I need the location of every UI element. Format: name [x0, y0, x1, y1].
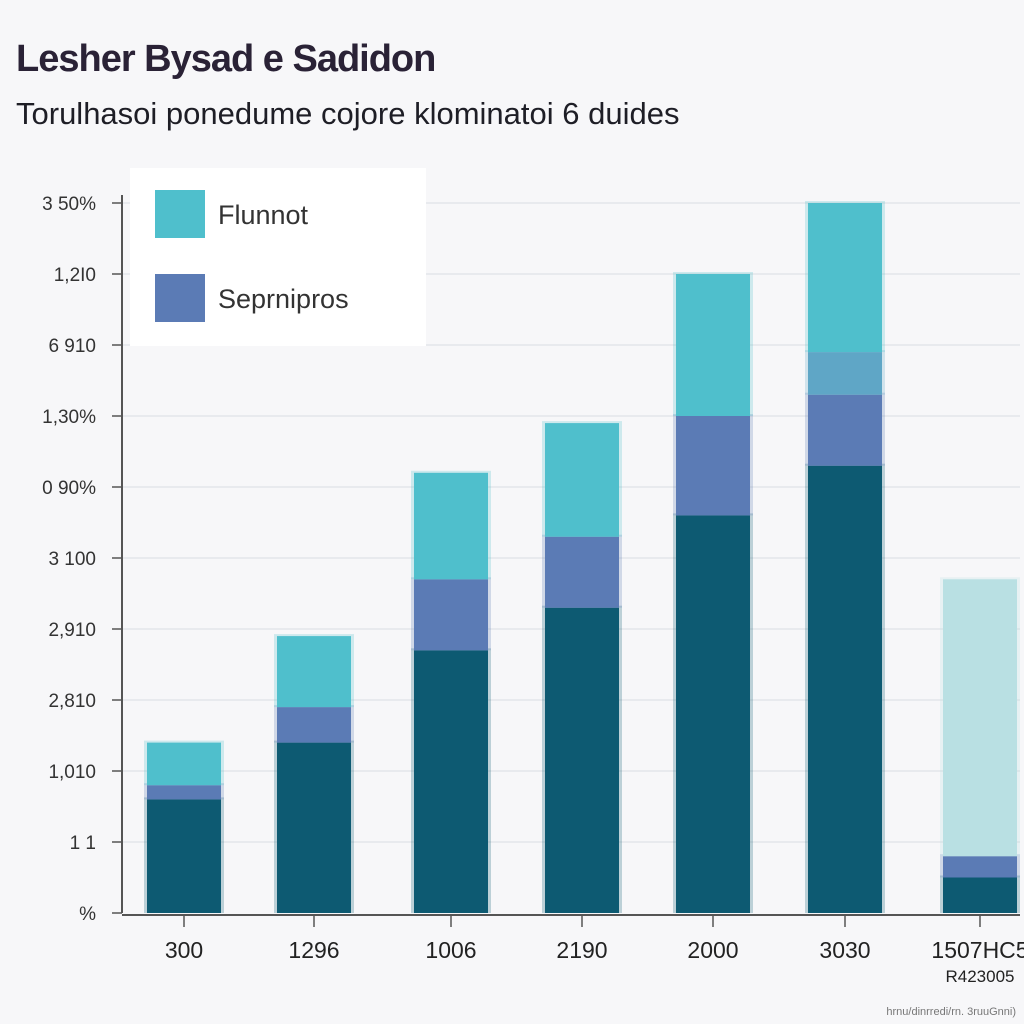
bar-segment	[147, 785, 221, 800]
y-tick-label: 0 90%	[42, 478, 96, 499]
chart-subtitle: Torulhasoi ponedume cojore klominatoi 6 …	[16, 96, 680, 131]
bar-segment	[808, 394, 882, 466]
legend-label: Flunnot	[218, 200, 309, 230]
legend-label: Seprnipros	[218, 284, 349, 314]
bar-segment	[943, 877, 1017, 913]
x-tick-label: 300	[165, 937, 203, 963]
x-tick-label: 3030	[819, 937, 870, 963]
bar-segment	[414, 579, 488, 651]
y-tick-label: 1,2I0	[54, 265, 96, 286]
legend-swatch	[155, 190, 205, 238]
bar-segment	[676, 274, 750, 416]
x-tick-label: 1507HC5	[931, 937, 1024, 963]
y-tick-label: 1,30%	[42, 407, 96, 428]
y-tick-label: 2,810	[48, 691, 96, 712]
footnote: hrnu/dinrredi/rn. 3ruuGnni)	[886, 1006, 1016, 1018]
bar-segment	[147, 742, 221, 786]
bar-segment	[414, 472, 488, 580]
bar-segment	[147, 799, 221, 913]
y-tick-label: 3 50%	[42, 194, 96, 215]
bar-segment	[277, 707, 351, 743]
bar-segment	[676, 515, 750, 913]
x-tick-label: 2190	[556, 937, 607, 963]
x-tick-label: R423005	[945, 967, 1014, 986]
bar-segment	[808, 203, 882, 353]
bar-segment	[943, 856, 1017, 878]
bar-segment	[414, 650, 488, 913]
bar-segment	[808, 465, 882, 913]
bar-segment	[545, 607, 619, 913]
bar-segment	[808, 352, 882, 395]
bar-segment	[277, 742, 351, 913]
bar-segment	[277, 636, 351, 708]
y-tick-label: 3 100	[48, 549, 96, 570]
y-tick-label: 2,910	[48, 620, 96, 641]
x-tick-label: 2000	[687, 937, 738, 963]
y-tick-label: 6 910	[48, 336, 96, 357]
y-tick-label: 1 1	[70, 833, 96, 854]
x-tick-label: 1006	[425, 937, 476, 963]
y-tick-label: 1,010	[48, 762, 96, 783]
bar-segment	[545, 423, 619, 537]
chart-title: Lesher Bysad e Sadidon	[16, 38, 436, 80]
y-tick-label: %	[79, 904, 96, 925]
legend-swatch	[155, 274, 205, 322]
bar-segment	[545, 536, 619, 608]
x-tick-label: 1296	[288, 937, 339, 963]
bar-segment	[676, 416, 750, 516]
bar-segment	[943, 579, 1017, 857]
